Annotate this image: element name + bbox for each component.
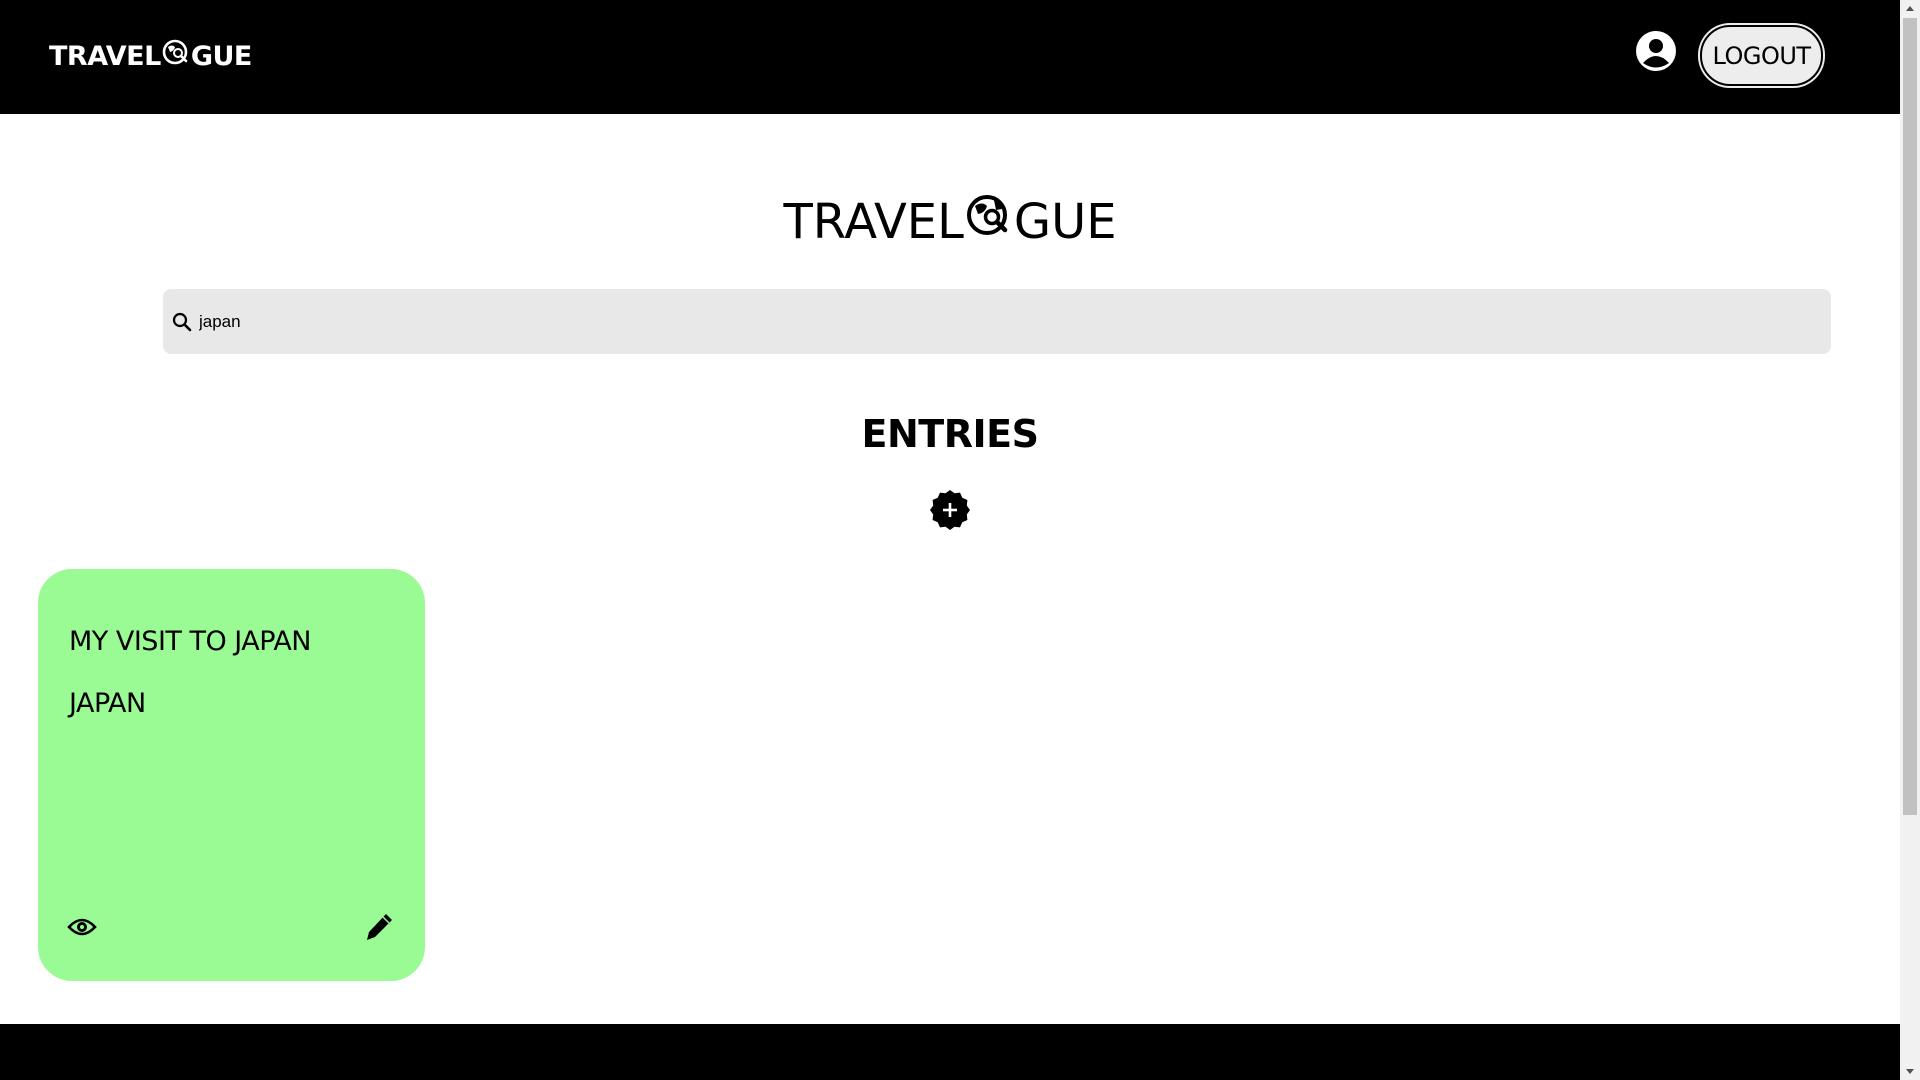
- navbar-logo[interactable]: TRAVEL GUE: [49, 36, 252, 76]
- entry-card[interactable]: MY VISIT TO JAPAN JAPAN: [38, 569, 425, 981]
- eye-icon[interactable]: [67, 915, 97, 939]
- hero-logo-text-right: GUE: [1013, 194, 1117, 250]
- add-entry-button[interactable]: [929, 489, 971, 531]
- entries-heading: ENTRIES: [861, 412, 1039, 456]
- top-navbar: TRAVEL GUE LOGOUT: [0, 0, 1900, 114]
- scrollbar-thumb[interactable]: [1903, 18, 1917, 815]
- search-bar: [163, 289, 1831, 354]
- page-scrollbar[interactable]: [1900, 0, 1920, 1080]
- entry-card-country: JAPAN: [69, 688, 146, 719]
- scroll-up-arrow[interactable]: [1900, 0, 1920, 17]
- user-circle-icon[interactable]: [1635, 30, 1677, 72]
- pencil-icon[interactable]: [364, 912, 394, 942]
- search-icon: [172, 312, 192, 331]
- entry-card-title: MY VISIT TO JAPAN: [69, 626, 312, 657]
- search-input[interactable]: [199, 289, 1831, 354]
- logout-button[interactable]: LOGOUT: [1700, 25, 1823, 86]
- globe-search-icon: [966, 195, 1008, 235]
- hero-logo: TRAVEL GUE: [0, 192, 1900, 252]
- caret-down-icon: [1906, 1069, 1914, 1074]
- footer: [0, 1024, 1900, 1080]
- scroll-down-arrow[interactable]: [1900, 1063, 1920, 1080]
- navbar-logo-text-left: TRAVEL: [49, 40, 161, 72]
- caret-up-icon: [1906, 6, 1914, 11]
- globe-search-icon: [162, 39, 188, 65]
- plus-badge-icon: [930, 490, 970, 530]
- navbar-logo-text-right: GUE: [190, 40, 253, 72]
- hero-logo-text-left: TRAVEL: [783, 194, 964, 250]
